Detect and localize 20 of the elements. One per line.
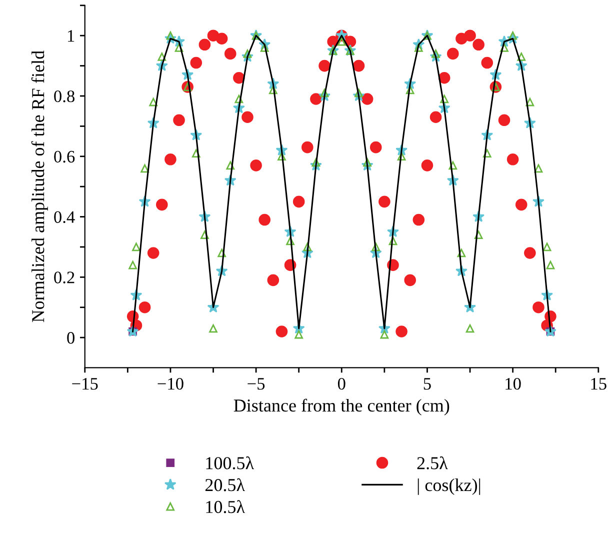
y-tick-label: 0.2 [54, 272, 74, 284]
legend-label: 2.5λ [417, 456, 448, 470]
x-tick-label: −5 [248, 378, 265, 390]
y-axis-title: Normalized amplitude of the RF field [31, 50, 48, 322]
y-tick-label: 0 [67, 332, 74, 344]
x-tick-label: −15 [72, 378, 98, 390]
x-tick-label: 0 [338, 378, 346, 390]
legend-label: | cos(kz)| [418, 478, 480, 495]
legend-label: 10.5λ [206, 500, 245, 514]
x-tick-label: −10 [158, 378, 184, 390]
x-tick-label: 5 [424, 378, 431, 390]
x-tick-label: 10 [506, 378, 521, 390]
legend-label: 100.5λ [206, 456, 254, 470]
y-tick-label: 0.4 [54, 211, 75, 224]
x-axis-title: Distance from the center (cm) [234, 398, 450, 416]
legend-label: 20.5λ [205, 478, 245, 492]
y-tick-label: 1 [68, 30, 74, 42]
x-tick-label: 15 [591, 378, 606, 390]
y-tick-label: 0.6 [54, 150, 75, 163]
y-tick-label: 0.8 [54, 90, 74, 102]
